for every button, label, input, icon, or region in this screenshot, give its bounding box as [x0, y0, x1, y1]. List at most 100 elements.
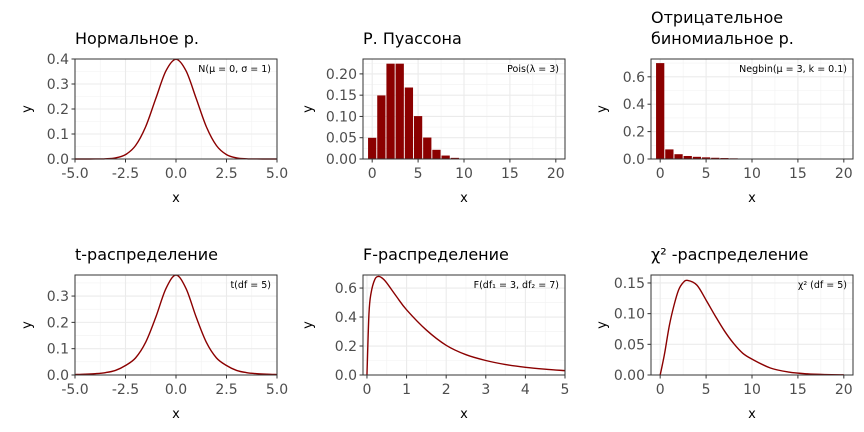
plot-background: [363, 275, 565, 375]
panel-annotation: t(df = 5): [230, 280, 271, 291]
x-tick-label: 2.5: [215, 382, 237, 398]
bar: [701, 157, 711, 159]
y-tick-label: 0.00: [326, 152, 357, 168]
x-tick-label: 0: [656, 382, 665, 398]
bar: [386, 63, 395, 160]
x-tick-label: 10: [743, 382, 761, 398]
y-tick-label: 0.4: [623, 97, 645, 113]
panel-title: t-распределение: [75, 245, 218, 264]
x-axis-title: x: [460, 407, 468, 422]
panel-2: 0 5 10 15 20 0.00 0.05 0.10 0.15 0.20 x y Pois(λ = 3…: [301, 29, 566, 206]
y-axis-title: y: [595, 105, 610, 113]
x-tick-label: 15: [789, 166, 807, 182]
panel-title: F-распределение: [363, 245, 509, 264]
panel-3: 0 5 10 15 20 0.0 0.2 0.4 0.6 x y Negbin(μ = 3, k = …: [595, 8, 854, 206]
x-tick-label: 3: [481, 382, 490, 398]
bar: [665, 149, 674, 159]
bar: [656, 63, 665, 159]
y-tick-label: 0.2: [623, 125, 645, 141]
y-axis-title: y: [20, 321, 35, 329]
panel-annotation: Negbin(μ = 3, k = 0.1): [739, 64, 847, 75]
panel-border: [362, 274, 566, 376]
series-line: [659, 279, 844, 376]
y-tick-label: 0.6: [335, 281, 357, 297]
panel-annotation: N(μ = 0, σ = 1): [198, 64, 271, 75]
x-tick-label: 10: [743, 166, 761, 182]
x-tick-label: 5: [414, 166, 423, 182]
bar: [674, 154, 683, 159]
x-tick-label: 2: [442, 382, 451, 398]
panel-title: Нормальное р.: [75, 29, 199, 48]
bar: [432, 149, 441, 159]
x-axis-title: x: [748, 407, 756, 422]
x-tick-label: 5.0: [266, 166, 288, 182]
panel-title: Р. Пуассона: [363, 29, 462, 48]
x-tick-label: 15: [789, 382, 807, 398]
y-tick-label: 0.05: [614, 337, 645, 353]
bar: [413, 116, 423, 159]
x-tick-label: -5.0: [61, 382, 88, 398]
x-tick-label: 1: [402, 382, 411, 398]
y-axis-title: y: [301, 105, 316, 113]
panel-5: 0 1 2 3 4 5 0.0 0.2 0.4 0.6 x y F(df₁ = 3, df₂ = 7) F…: [301, 245, 569, 422]
y-axis-title: y: [301, 321, 316, 329]
y-tick-label: 0.20: [326, 67, 357, 83]
y-tick-label: 0.00: [614, 368, 645, 384]
y-tick-label: 0.1: [47, 127, 69, 143]
y-tick-label: 0.1: [47, 342, 69, 358]
x-tick-label: 0.0: [165, 382, 187, 398]
x-tick-label: 5.0: [266, 382, 288, 398]
x-tick-label: 5: [702, 166, 711, 182]
y-tick-label: 0.0: [623, 152, 645, 168]
panel-annotation: Pois(λ = 3): [507, 64, 559, 75]
x-axis-title: x: [748, 191, 756, 206]
y-tick-label: 0.0: [335, 368, 357, 384]
panel-title: Отрицательное биномиальное р.: [651, 8, 794, 48]
y-tick-label: 0.6: [623, 70, 645, 86]
x-tick-label: 0.0: [165, 166, 187, 182]
panel-annotation: F(df₁ = 3, df₂ = 7): [474, 280, 559, 291]
y-axis-title: y: [20, 105, 35, 113]
y-tick-label: 0.3: [47, 289, 69, 305]
bar: [377, 95, 386, 159]
bar: [395, 63, 404, 160]
x-tick-label: 20: [835, 166, 853, 182]
y-tick-label: 0.10: [326, 109, 357, 125]
x-tick-label: 15: [501, 166, 519, 182]
series-line: [366, 275, 566, 376]
x-tick-label: 10: [455, 166, 473, 182]
x-axis-title: x: [460, 191, 468, 206]
y-tick-label: 0.15: [326, 88, 357, 104]
y-tick-label: 0.2: [47, 315, 69, 331]
panel-6: 0 5 10 15 20 0.00 0.05 0.10 0.15 x y χ² (df = 5) χ² …: [595, 245, 854, 422]
y-tick-label: 0.15: [614, 276, 645, 292]
panel-4: -5.0 -2.5 0.0 2.5 5.0 0.0 0.1 0.2 0.3 x y t(df = 5)…: [20, 245, 288, 422]
x-tick-label: 4: [521, 382, 530, 398]
x-tick-label: 0: [656, 166, 665, 182]
x-tick-label: 2.5: [215, 166, 237, 182]
bar: [368, 137, 377, 159]
bar: [441, 155, 450, 159]
bar: [404, 87, 414, 159]
x-axis-title: x: [172, 407, 180, 422]
x-tick-label: 20: [835, 382, 853, 398]
y-tick-label: 0.0: [47, 368, 69, 384]
x-tick-label: 0: [368, 166, 377, 182]
panel-1: -5.0 -2.5 0.0 2.5 5.0 0.0 0.1 0.2 0.3 0.4 x y N(μ = …: [20, 29, 288, 206]
y-tick-label: 0.0: [47, 152, 69, 168]
bar: [423, 137, 432, 159]
y-axis-title: y: [595, 321, 610, 329]
x-tick-label: -5.0: [61, 166, 88, 182]
x-tick-label: 20: [547, 166, 565, 182]
y-tick-label: 0.2: [335, 339, 357, 355]
y-tick-label: 0.4: [47, 52, 69, 68]
panel-title: χ² -распределение: [651, 245, 808, 264]
bar: [711, 157, 720, 159]
x-tick-label: 5: [561, 382, 570, 398]
panel-annotation: χ² (df = 5): [798, 280, 847, 291]
bar: [450, 157, 459, 159]
bar: [692, 156, 702, 159]
x-axis-title: x: [172, 191, 180, 206]
y-tick-label: 0.10: [614, 307, 645, 323]
